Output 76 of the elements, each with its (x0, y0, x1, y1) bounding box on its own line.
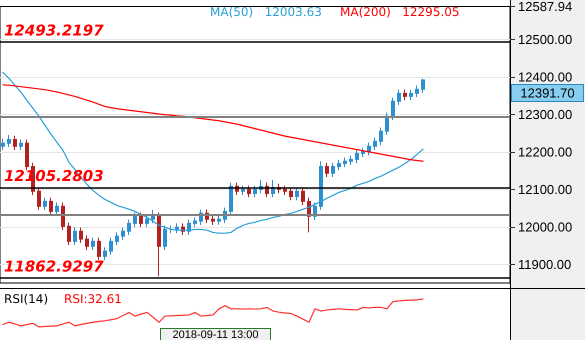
candlestick (61, 202, 65, 231)
candlestick (385, 112, 389, 136)
candlestick (217, 215, 221, 226)
candlestick (319, 160, 323, 210)
candlestick (295, 186, 299, 201)
y-tick-label: 12500.00 (518, 32, 572, 47)
candlestick (283, 185, 287, 196)
candlestick (97, 237, 101, 261)
candlestick (1, 138, 5, 150)
candlestick (151, 209, 155, 224)
candlestick (193, 216, 197, 228)
candlestick (55, 202, 59, 216)
candlestick (349, 155, 353, 166)
candlestick (343, 156, 347, 168)
candlestick (361, 147, 365, 158)
candlestick (415, 85, 419, 98)
candlestick (379, 127, 383, 146)
candlestick (253, 185, 257, 198)
candlestick (109, 237, 113, 256)
y-tick-label: 12300.00 (518, 106, 572, 122)
candlestick (241, 185, 245, 196)
text: 12391.70 (520, 86, 575, 100)
candlestick (127, 219, 131, 236)
line-series (2, 84, 424, 162)
candlestick (211, 215, 215, 226)
candlestick (421, 78, 425, 94)
candlestick (409, 89, 413, 101)
y-tick-label: 12587.94 (518, 0, 572, 14)
candlestick (103, 246, 107, 261)
candlestick (247, 185, 251, 198)
candlestick (169, 225, 173, 234)
text: 2018-09-11 13:00 (172, 329, 259, 340)
candlestick (79, 227, 83, 244)
candlestick (37, 186, 41, 210)
candlestick (13, 135, 17, 150)
ref-line-label: 12493.2197 (4, 21, 104, 40)
ref-line-label: 11862.9297 (4, 258, 104, 276)
candlestick (145, 215, 149, 228)
candlestick (73, 227, 77, 246)
y-tick-label: 12000.00 (518, 219, 572, 234)
chart-title: RSI(14) (4, 292, 48, 306)
text: MA(200) 12295.05 (340, 5, 460, 19)
text: MA(50) 12003.63 (210, 5, 322, 19)
candlestick (115, 232, 119, 246)
y-tick-label: 12200.00 (518, 144, 572, 160)
candlestick (229, 182, 233, 216)
candlestick (7, 134, 11, 148)
candlestick (91, 237, 95, 251)
candlestick (289, 186, 293, 201)
candlestick (67, 222, 71, 246)
candlestick (139, 212, 143, 228)
candlestick (19, 138, 23, 150)
candlestick (397, 89, 401, 106)
y-tick-label: 12400.00 (518, 69, 572, 84)
candlestick (133, 212, 137, 228)
candlestick (25, 138, 29, 171)
candlestick (175, 222, 179, 234)
annotation: RSI:32.61 (64, 292, 122, 306)
candlestick (403, 89, 407, 101)
line-series (2, 72, 424, 234)
candlestick (367, 142, 371, 156)
candlestick (391, 97, 395, 121)
candlestick (85, 234, 89, 251)
candlestick (355, 149, 359, 164)
candlestick (337, 159, 341, 171)
y-tick-label: 11900.00 (518, 256, 572, 272)
candlestick (43, 197, 47, 210)
candlestick (301, 186, 305, 206)
candlestick (157, 212, 161, 277)
candlestick (121, 227, 125, 240)
candlestick (325, 162, 329, 178)
candlestick (49, 197, 53, 216)
candlestick (331, 162, 335, 178)
candlestick (163, 225, 167, 251)
y-tick-label: 12100.00 (518, 182, 572, 197)
candlestick (373, 137, 377, 150)
